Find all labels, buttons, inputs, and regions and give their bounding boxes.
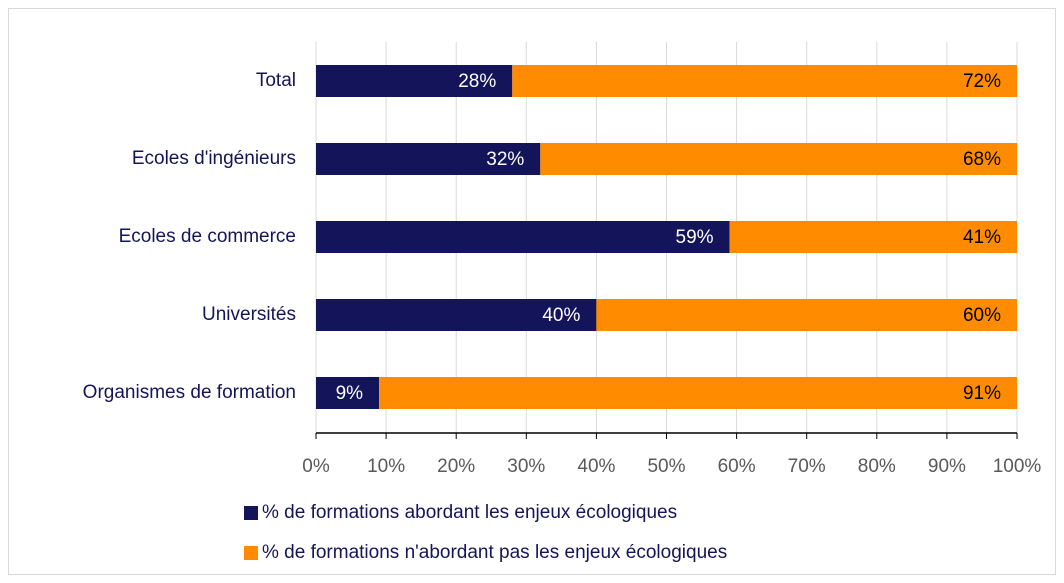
- bar-segment: [729, 221, 1017, 253]
- bar-segment: [316, 299, 597, 331]
- value-label: 28%: [458, 71, 496, 92]
- legend-label: % de formations n'abordant pas les enjeu…: [262, 542, 727, 563]
- value-label: 32%: [486, 149, 524, 170]
- value-label: 9%: [336, 383, 364, 404]
- bar-segment: [540, 143, 1017, 175]
- chart-border: [8, 8, 1056, 575]
- y-tick-label: Ecoles d'ingénieurs: [132, 148, 296, 169]
- x-tick-label: 0%: [302, 456, 330, 477]
- y-tick-label: Total: [256, 70, 296, 91]
- value-label: 59%: [676, 227, 714, 248]
- x-tick-label: 40%: [577, 456, 615, 477]
- value-label: 72%: [963, 71, 1001, 92]
- legend-swatch: [244, 546, 258, 560]
- x-tick-label: 100%: [993, 456, 1042, 477]
- x-tick-label: 50%: [647, 456, 685, 477]
- y-tick-label: Organismes de formation: [83, 382, 296, 403]
- bar-segment: [316, 221, 730, 253]
- legend-swatch: [244, 506, 258, 520]
- bar-segment: [596, 299, 1017, 331]
- x-tick-label: 60%: [718, 456, 756, 477]
- bar-segment: [379, 377, 1018, 409]
- value-label: 41%: [963, 227, 1001, 248]
- x-tick-label: 70%: [788, 456, 826, 477]
- value-label: 60%: [963, 305, 1001, 326]
- legend-label: % de formations abordant les enjeux écol…: [262, 502, 677, 523]
- x-tick-label: 30%: [507, 456, 545, 477]
- value-label: 68%: [963, 149, 1001, 170]
- y-tick-label: Universités: [202, 304, 296, 325]
- x-tick-label: 90%: [928, 456, 966, 477]
- x-tick-label: 80%: [858, 456, 896, 477]
- x-tick-label: 20%: [437, 456, 475, 477]
- value-label: 40%: [542, 305, 580, 326]
- bar-segment: [316, 143, 541, 175]
- bar-segment: [316, 377, 380, 409]
- bar-segment: [512, 65, 1017, 97]
- value-label: 91%: [963, 383, 1001, 404]
- x-tick-label: 10%: [367, 456, 405, 477]
- y-tick-label: Ecoles de commerce: [119, 226, 296, 247]
- bar-segment: [316, 65, 513, 97]
